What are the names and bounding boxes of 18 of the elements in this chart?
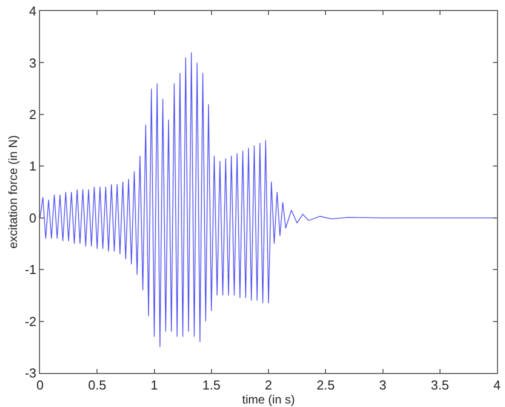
x-tick-label: 3: [379, 378, 386, 393]
y-tick-label: 2: [29, 106, 36, 122]
y-tick-label: 0: [29, 210, 36, 226]
x-tick-label: 0.5: [88, 378, 106, 393]
x-tick-label: 1.5: [202, 378, 220, 393]
y-tick-label: 4: [29, 4, 36, 19]
y-axis-title: excitation force (in N): [6, 135, 20, 249]
x-tick-label: 2.5: [316, 378, 335, 393]
x-axis-title: time (in s): [242, 392, 295, 407]
y-tick-label: 3: [29, 55, 36, 70]
x-tick-label: 2: [264, 378, 272, 393]
y-tick-label: -1: [24, 262, 36, 278]
x-tick-label: 1: [150, 378, 158, 393]
x-tick-label: 3.5: [430, 378, 449, 393]
y-tick-label: -2: [24, 314, 36, 329]
y-tick-label: 1: [29, 158, 36, 174]
y-tick-label: -3: [24, 366, 36, 381]
x-tick-label: 4: [493, 378, 501, 393]
